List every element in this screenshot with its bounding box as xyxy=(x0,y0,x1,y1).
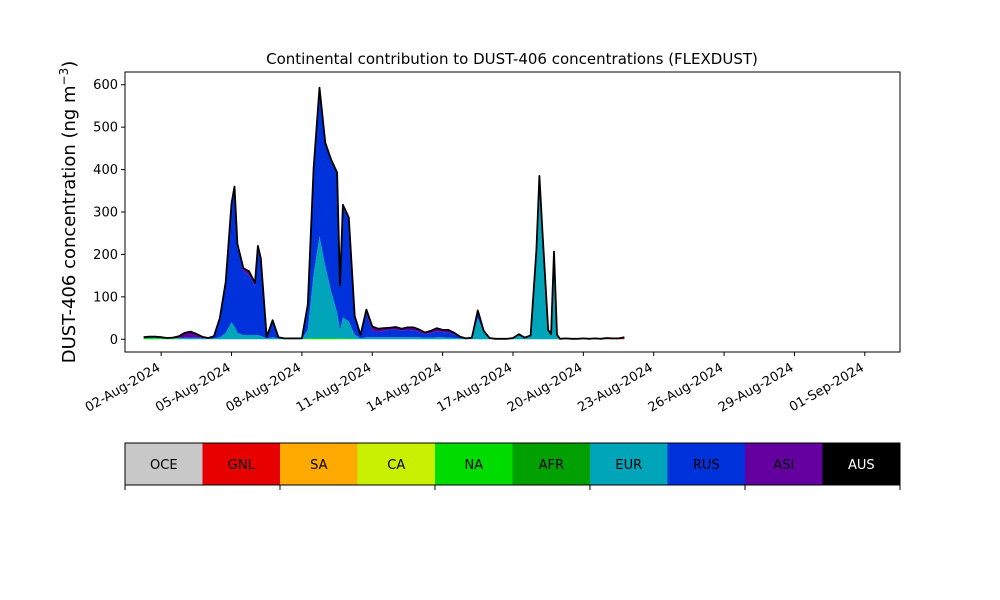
x-tick-label-3: 11-Aug-2024 xyxy=(294,360,374,415)
chart-title: Continental contribution to DUST-406 con… xyxy=(266,50,758,68)
y-tick-label-600: 600 xyxy=(93,78,118,93)
legend-swatch-eur xyxy=(590,443,668,485)
y-axis-label-main: DUST-406 concentration (ng m xyxy=(59,85,80,363)
legend-label-rus: RUS xyxy=(693,458,720,473)
legend-label-asi: ASI xyxy=(773,458,794,473)
plot-area: 0 100 200 300 400 500 600 02-Aug-202405-Aug-202… xyxy=(83,71,901,416)
x-tick-label-9: 29-Aug-2024 xyxy=(716,360,796,415)
y-axis-label-exponent: −3 xyxy=(57,68,71,86)
legend-swatch-asi xyxy=(745,443,823,485)
x-tick-label-4: 14-Aug-2024 xyxy=(364,360,444,415)
legend-label-aus: AUS xyxy=(848,458,875,473)
legend-label-gnl: GNL xyxy=(228,458,256,473)
legend-swatch-gnl xyxy=(202,443,281,485)
y-axis-label-close: ) xyxy=(59,61,80,68)
y-tick-label-300: 300 xyxy=(93,206,118,221)
legend: OCE GNL SA CA NA AFR EUR RUS ASI AUS xyxy=(124,442,901,490)
legend-label-afr: AFR xyxy=(539,458,564,473)
x-tick-label-6: 20-Aug-2024 xyxy=(505,360,585,415)
legend-frame xyxy=(124,442,901,486)
y-tick-label-200: 200 xyxy=(93,248,118,263)
x-tick-label-5: 17-Aug-2024 xyxy=(435,360,515,415)
y-tick-label-0: 0 xyxy=(110,333,118,348)
legend-swatch-aus xyxy=(822,443,901,485)
legend-label-sa: SA xyxy=(310,458,327,473)
total-concentration-line xyxy=(143,86,625,340)
x-tick-label-1: 05-Aug-2024 xyxy=(153,360,233,415)
y-tick-label-500: 500 xyxy=(93,121,118,136)
y-tick-label-400: 400 xyxy=(93,163,118,178)
x-tick-label-0: 02-Aug-2024 xyxy=(83,360,163,415)
x-tick-label-2: 08-Aug-2024 xyxy=(224,360,304,415)
legend-swatch-ca xyxy=(357,443,436,485)
legend-swatch-rus xyxy=(667,443,746,485)
legend-label-eur: EUR xyxy=(615,458,642,473)
y-axis-label: DUST-406 concentration (ng m−3) xyxy=(57,61,80,364)
legend-label-ca: CA xyxy=(387,458,405,473)
legend-swatch-na xyxy=(435,443,513,485)
x-tick-label-8: 26-Aug-2024 xyxy=(646,360,726,415)
legend-label-oce: OCE xyxy=(150,458,178,473)
x-tick-label-7: 23-Aug-2024 xyxy=(575,360,655,415)
y-tick-label-100: 100 xyxy=(93,290,118,305)
legend-swatch-oce xyxy=(125,443,203,485)
legend-swatch-afr xyxy=(512,443,591,485)
x-tick-label-10: 01-Sep-2024 xyxy=(787,360,867,415)
legend-label-na: NA xyxy=(464,458,483,473)
legend-swatch-sa xyxy=(280,443,358,485)
